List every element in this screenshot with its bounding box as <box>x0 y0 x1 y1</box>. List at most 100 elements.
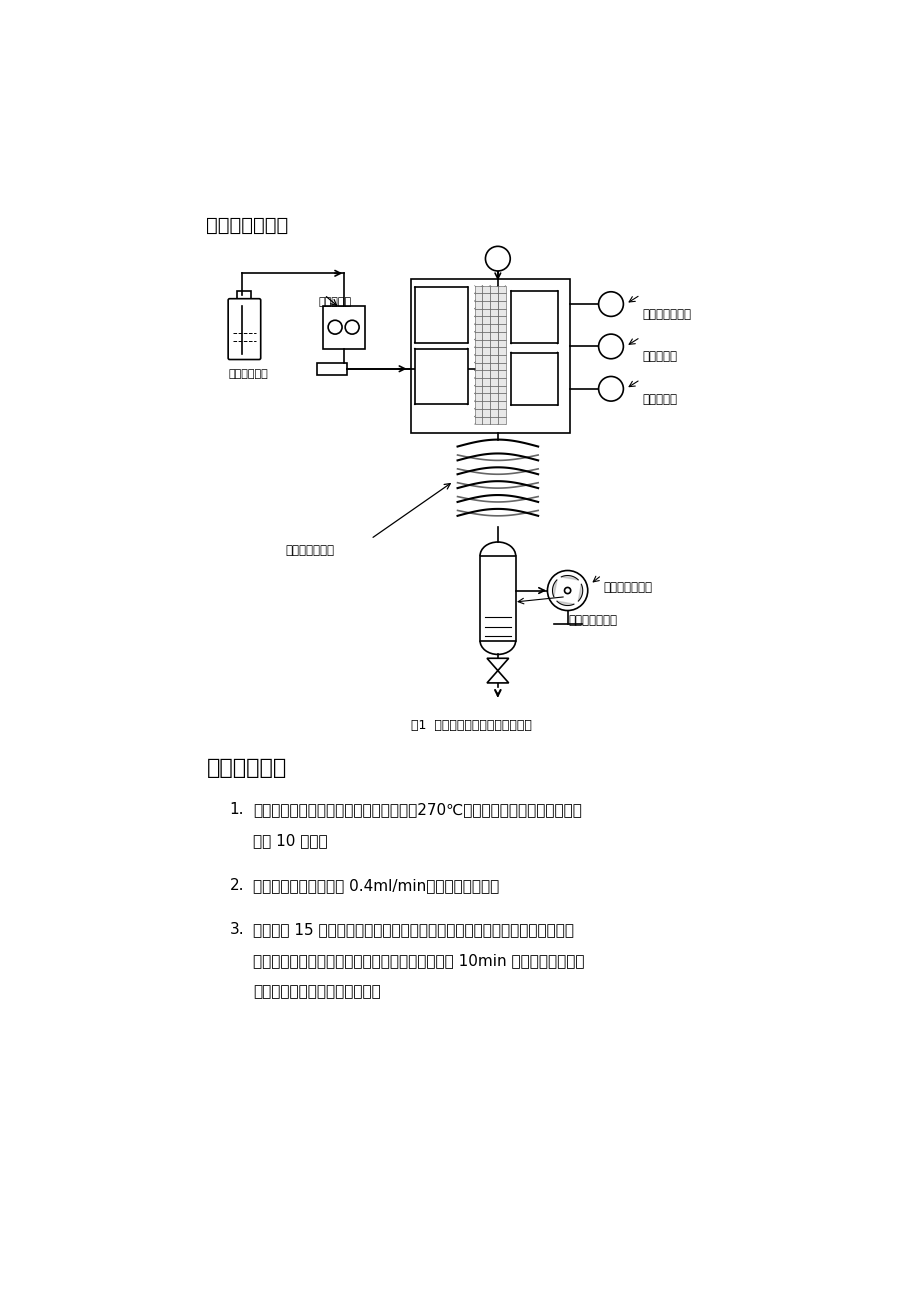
Bar <box>490 355 497 362</box>
Bar <box>474 409 482 417</box>
Bar <box>411 280 569 434</box>
Text: 1.: 1. <box>230 802 244 818</box>
Bar <box>490 285 497 293</box>
Text: 图1  乙醇脱水反应研究实验流程图: 图1 乙醇脱水反应研究实验流程图 <box>411 719 531 732</box>
Bar <box>497 324 505 332</box>
Bar <box>490 324 497 332</box>
Bar <box>490 316 497 324</box>
Bar <box>474 355 482 362</box>
Polygon shape <box>486 659 508 671</box>
Bar <box>414 349 467 404</box>
Bar <box>482 348 490 355</box>
Bar <box>510 290 557 344</box>
Bar <box>474 332 482 340</box>
Bar <box>497 316 505 324</box>
Text: 收瓶，记录湿式流量计读数，而后关闭旋塞。每隔 10min 记录反应温度、预: 收瓶，记录湿式流量计读数，而后关闭旋塞。每隔 10min 记录反应温度、预 <box>253 953 584 969</box>
Bar <box>490 378 497 385</box>
Bar <box>490 301 497 309</box>
Bar <box>237 290 251 301</box>
Text: 五、实验步骤: 五、实验步骤 <box>206 758 287 777</box>
Bar <box>474 316 482 324</box>
Bar <box>490 370 497 378</box>
Bar <box>482 340 490 348</box>
Bar <box>482 370 490 378</box>
Bar <box>474 324 482 332</box>
Bar <box>490 309 497 316</box>
Bar <box>497 332 505 340</box>
Circle shape <box>598 376 623 401</box>
Bar <box>474 309 482 316</box>
Text: 反应器加热: 反应器加热 <box>642 393 677 406</box>
Bar <box>480 556 516 641</box>
Text: 稳定 10 分钟；: 稳定 10 分钟； <box>253 833 327 848</box>
Bar <box>482 293 490 301</box>
Bar <box>497 309 505 316</box>
Text: P: P <box>494 262 500 272</box>
Bar <box>482 378 490 385</box>
Bar <box>482 309 490 316</box>
Text: 预热器加热: 预热器加热 <box>642 350 677 363</box>
Circle shape <box>547 570 587 611</box>
Text: 反应进行 15 分钟后，正式开始实验。打开气液分离器旋塞，放出液体倒入回: 反应进行 15 分钟后，正式开始实验。打开气液分离器旋塞，放出液体倒入回 <box>253 922 573 937</box>
Polygon shape <box>561 575 578 579</box>
Bar <box>490 348 497 355</box>
Bar <box>474 378 482 385</box>
Bar <box>474 340 482 348</box>
Circle shape <box>564 587 570 594</box>
Bar <box>474 293 482 301</box>
Text: 产物气液分离器: 产物气液分离器 <box>568 613 617 626</box>
Polygon shape <box>486 671 508 684</box>
Bar <box>482 401 490 409</box>
Polygon shape <box>556 602 573 605</box>
Bar <box>497 385 505 393</box>
Bar <box>414 288 467 342</box>
Bar <box>497 370 505 378</box>
Bar <box>490 385 497 393</box>
Bar <box>497 285 505 293</box>
Bar <box>510 353 557 405</box>
Bar <box>482 362 490 370</box>
Circle shape <box>598 335 623 359</box>
Circle shape <box>328 320 342 335</box>
Bar <box>474 285 482 293</box>
Bar <box>497 401 505 409</box>
Bar <box>482 385 490 393</box>
Bar <box>497 417 505 424</box>
Bar <box>482 393 490 401</box>
Text: 101: 101 <box>604 303 618 312</box>
Bar <box>482 417 490 424</box>
Polygon shape <box>578 585 582 602</box>
Circle shape <box>598 292 623 316</box>
Bar <box>474 385 482 393</box>
Bar <box>482 316 490 324</box>
Bar <box>490 401 497 409</box>
FancyBboxPatch shape <box>228 298 260 359</box>
Text: 气体湿式流量计: 气体湿式流量计 <box>603 581 652 594</box>
Text: 2.: 2. <box>230 878 244 893</box>
Text: 催化剂中心温度: 催化剂中心温度 <box>642 309 691 320</box>
Text: 3.: 3. <box>230 922 244 937</box>
Text: 产物空气冷却器: 产物空气冷却器 <box>285 543 335 556</box>
Bar <box>497 301 505 309</box>
Text: 四、实验流程图: 四、实验流程图 <box>206 216 289 236</box>
Bar <box>497 348 505 355</box>
Bar <box>474 401 482 409</box>
Bar <box>482 301 490 309</box>
Bar <box>482 332 490 340</box>
Text: 103: 103 <box>604 388 618 397</box>
Bar <box>474 362 482 370</box>
Bar <box>490 340 497 348</box>
Bar <box>474 417 482 424</box>
Circle shape <box>345 320 358 335</box>
Bar <box>490 332 497 340</box>
Text: 按照实验要求，将反应器加热温度设定为270℃。在温度达到设定值后，继续: 按照实验要求，将反应器加热温度设定为270℃。在温度达到设定值后，继续 <box>253 802 581 818</box>
Bar <box>490 417 497 424</box>
Bar <box>482 324 490 332</box>
Bar <box>497 355 505 362</box>
Bar <box>497 393 505 401</box>
Bar <box>482 285 490 293</box>
Bar <box>317 362 346 375</box>
Bar <box>474 393 482 401</box>
Text: TC: TC <box>606 383 615 392</box>
Text: 热温度和炉内温度等实验条件；: 热温度和炉内温度等实验条件； <box>253 984 380 999</box>
